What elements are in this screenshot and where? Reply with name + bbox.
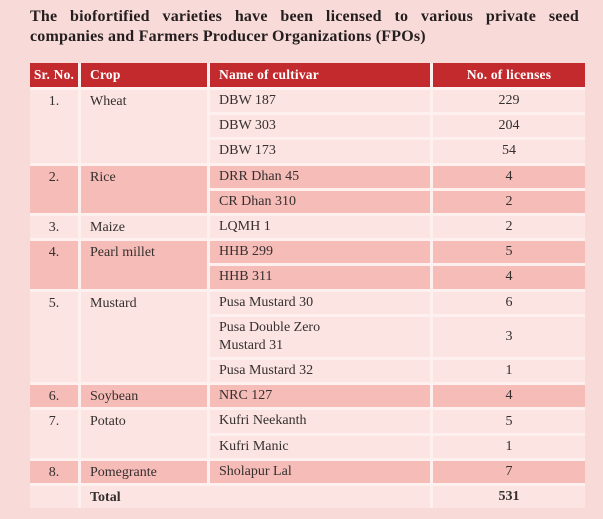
licenses-cell: 5 bbox=[433, 410, 585, 433]
header-row: Sr. No. Crop Name of cultivar No. of lic… bbox=[30, 63, 585, 87]
licenses-cell: 3 bbox=[433, 316, 585, 358]
sr-no-cell: 3. bbox=[30, 215, 78, 239]
table-row: DBW 173 54 bbox=[30, 140, 585, 163]
crop-cell: Maize bbox=[81, 215, 207, 239]
cultivar-cell: CR Dhan 310 bbox=[210, 190, 430, 213]
cultivar-cell: Pusa Mustard 30 bbox=[210, 291, 430, 314]
licenses-cell: 1 bbox=[433, 360, 585, 383]
cultivar-cell: DBW 303 bbox=[210, 115, 430, 138]
table-row: HHB 311 4 bbox=[30, 266, 585, 289]
licenses-cell: 1 bbox=[433, 435, 585, 458]
cultivar-cell: DBW 187 bbox=[210, 90, 430, 113]
sr-no-cell: 5. bbox=[30, 291, 78, 383]
cultivar-cell: DBW 173 bbox=[210, 140, 430, 163]
sr-no-cell: 4. bbox=[30, 241, 78, 289]
table-row: 2. Rice DRR Dhan 45 4 bbox=[30, 165, 585, 213]
table-row: 7. Potato Kufri Neekanth 5 bbox=[30, 410, 585, 458]
licenses-cell: 2 bbox=[433, 215, 585, 239]
table-row: Pusa Mustard 32 1 bbox=[30, 360, 585, 383]
header-sr-no: Sr. No. bbox=[30, 63, 78, 87]
licenses-cell: 7 bbox=[433, 460, 585, 483]
cultivar-cell: HHB 311 bbox=[210, 266, 430, 289]
table-row: 4. Pearl millet HHB 299 5 bbox=[30, 241, 585, 289]
cultivar-cell: DRR Dhan 45 bbox=[210, 165, 430, 188]
cultivar-cell: Pusa Mustard 32 bbox=[210, 360, 430, 383]
licenses-cell: 2 bbox=[433, 190, 585, 213]
table-row: DBW 303 204 bbox=[30, 115, 585, 138]
header-licenses: No. of licenses bbox=[433, 63, 585, 87]
licenses-cell: 229 bbox=[433, 90, 585, 113]
cultivar-cell: Kufri Neekanth bbox=[210, 410, 430, 433]
crop-cell: Potato bbox=[81, 410, 207, 458]
table-row: 5. Mustard Pusa Mustard 30 6 bbox=[30, 291, 585, 383]
table-row: 6. Soybean NRC 127 4 bbox=[30, 385, 585, 408]
sr-no-cell: 2. bbox=[30, 165, 78, 213]
table-row: 1. Wheat DBW 187 229 bbox=[30, 90, 585, 163]
licenses-cell: 204 bbox=[433, 115, 585, 138]
cultivar-cell: Sholapur Lal bbox=[210, 460, 430, 483]
licenses-cell: 4 bbox=[433, 165, 585, 188]
total-row: Total 531 bbox=[30, 486, 585, 508]
sr-no-cell: 8. bbox=[30, 460, 78, 483]
table-row: Pusa Double Zero Mustard 31 3 bbox=[30, 316, 585, 358]
licenses-cell: 4 bbox=[433, 266, 585, 289]
cultivar-cell: NRC 127 bbox=[210, 385, 430, 408]
licenses-table: Sr. No. Crop Name of cultivar No. of lic… bbox=[30, 63, 585, 508]
licenses-table-container: Sr. No. Crop Name of cultivar No. of lic… bbox=[30, 63, 585, 508]
sr-no-cell: 6. bbox=[30, 385, 78, 408]
header-cultivar: Name of cultivar bbox=[210, 63, 430, 87]
sr-no-cell: 7. bbox=[30, 410, 78, 458]
total-label-cell: Total bbox=[81, 486, 430, 508]
cultivar-cell: Pusa Double Zero Mustard 31 bbox=[210, 316, 430, 358]
total-licenses-cell: 531 bbox=[433, 486, 585, 508]
cultivar-cell: Kufri Manic bbox=[210, 435, 430, 458]
total-empty-cell bbox=[30, 486, 78, 508]
licenses-table-body: 1. Wheat DBW 187 229 DBW 303 204 DBW 173 54 2. Ri… bbox=[30, 90, 585, 508]
crop-cell: Pomegrante bbox=[81, 460, 207, 483]
crop-cell: Soybean bbox=[81, 385, 207, 408]
cultivar-cell: LQMH 1 bbox=[210, 215, 430, 239]
table-header: Sr. No. Crop Name of cultivar No. of lic… bbox=[30, 63, 585, 87]
table-row: CR Dhan 310 2 bbox=[30, 190, 585, 213]
licenses-cell: 5 bbox=[433, 241, 585, 264]
crop-cell: Wheat bbox=[81, 90, 207, 163]
crop-cell: Mustard bbox=[81, 291, 207, 383]
table-row: 8. Pomegrante Sholapur Lal 7 bbox=[30, 460, 585, 483]
licenses-cell: 4 bbox=[433, 385, 585, 408]
header-crop: Crop bbox=[81, 63, 207, 87]
licenses-cell: 54 bbox=[433, 140, 585, 163]
page-title: The biofortified varieties have been lic… bbox=[30, 8, 579, 45]
crop-cell: Rice bbox=[81, 165, 207, 213]
crop-cell: Pearl millet bbox=[81, 241, 207, 289]
table-row: Kufri Manic 1 bbox=[30, 435, 585, 458]
licenses-cell: 6 bbox=[433, 291, 585, 314]
cultivar-cell: HHB 299 bbox=[210, 241, 430, 264]
sr-no-cell: 1. bbox=[30, 90, 78, 163]
